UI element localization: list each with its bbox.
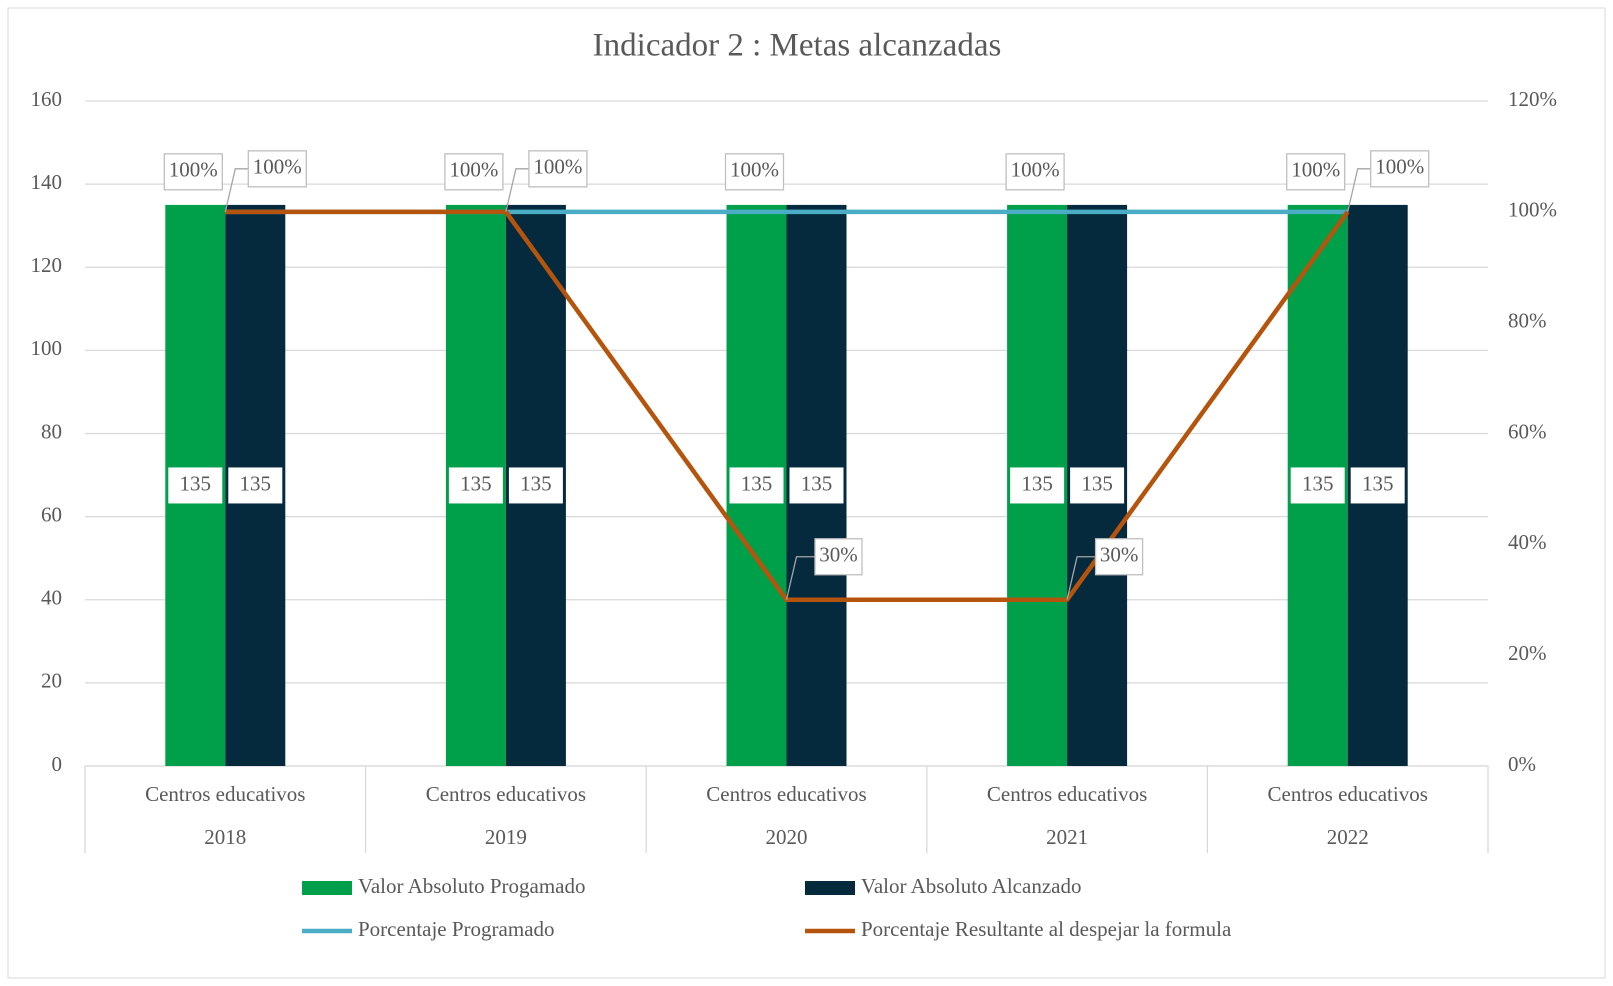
data-label-box	[1070, 467, 1125, 504]
data-label: 30%	[819, 543, 858, 567]
y2-tick-label: 100%	[1508, 198, 1557, 222]
data-label: 100%	[730, 158, 779, 182]
x-tick-label: Centros educativos	[706, 782, 866, 806]
x-tick-label: Centros educativos	[987, 782, 1147, 806]
legend-label: Valor Absoluto Progamado	[358, 874, 585, 898]
data-label-box	[247, 150, 307, 188]
y-tick-label: 40	[41, 586, 62, 610]
legend-swatch	[302, 881, 352, 895]
data-label-box	[163, 153, 223, 191]
x-group-label: 2020	[766, 825, 808, 849]
data-label: 135	[741, 471, 773, 495]
y-tick-label: 0	[52, 752, 63, 776]
legend-label: Porcentaje Programado	[358, 917, 555, 941]
data-label-box	[814, 538, 863, 576]
data-label-box	[1370, 150, 1430, 188]
data-label-box	[228, 467, 283, 504]
x-group-label: 2018	[204, 825, 246, 849]
y2-tick-label: 0%	[1508, 752, 1536, 776]
legend-label: Porcentaje Resultante al despejar la for…	[861, 917, 1232, 941]
data-label: 135	[1021, 471, 1053, 495]
y-tick-label: 20	[41, 669, 62, 693]
data-label-box	[729, 467, 784, 504]
legend-label: Valor Absoluto Alcanzado	[861, 874, 1081, 898]
x-group-label: 2022	[1327, 825, 1369, 849]
data-label-box	[1005, 153, 1065, 191]
leader-line	[224, 168, 249, 212]
y-tick-label: 140	[31, 170, 63, 194]
leader-line	[1066, 556, 1096, 600]
data-label: 135	[180, 471, 212, 495]
data-label: 135	[801, 471, 833, 495]
data-label: 135	[460, 471, 492, 495]
data-label: 30%	[1100, 543, 1139, 567]
data-label-box	[528, 150, 588, 188]
y-tick-label: 100	[31, 336, 63, 360]
data-label: 135	[520, 471, 552, 495]
data-label-box	[1286, 153, 1346, 191]
data-label-box	[1350, 467, 1405, 504]
leader-line	[785, 556, 815, 600]
chart-title: Indicador 2 : Metas alcanzadas	[593, 28, 1002, 64]
y2-tick-label: 120%	[1508, 87, 1557, 111]
x-tick-label: Centros educativos	[426, 782, 586, 806]
y-tick-label: 160	[31, 87, 63, 111]
y-tick-label: 80	[41, 419, 62, 443]
data-label: 100%	[533, 155, 582, 179]
legend-swatch	[805, 881, 855, 895]
leader-line	[1347, 168, 1371, 212]
data-label-box	[1290, 467, 1345, 504]
data-label: 135	[1362, 471, 1394, 495]
data-label-box	[724, 153, 785, 191]
y-tick-label: 120	[31, 253, 63, 277]
data-label: 100%	[1375, 155, 1424, 179]
data-label-box	[508, 467, 563, 504]
data-label: 100%	[449, 158, 498, 182]
data-label-box	[444, 153, 504, 191]
y2-tick-label: 60%	[1508, 419, 1547, 443]
leader-line	[505, 168, 529, 212]
data-label-box	[448, 467, 503, 504]
y2-tick-label: 80%	[1508, 308, 1547, 332]
y2-tick-label: 20%	[1508, 641, 1547, 665]
data-label: 100%	[253, 155, 302, 179]
data-label-box	[1010, 467, 1065, 504]
data-label-box	[789, 467, 844, 504]
data-label: 100%	[1291, 158, 1340, 182]
data-label: 135	[240, 471, 272, 495]
x-group-label: 2021	[1046, 825, 1088, 849]
data-label: 135	[1302, 471, 1334, 495]
data-label: 135	[1081, 471, 1113, 495]
data-label-box	[168, 467, 223, 504]
y-tick-label: 60	[41, 502, 62, 526]
data-label: 100%	[169, 158, 218, 182]
y2-tick-label: 40%	[1508, 530, 1547, 554]
x-group-label: 2019	[485, 825, 527, 849]
data-label-box	[1094, 538, 1144, 576]
x-tick-label: Centros educativos	[1268, 782, 1428, 806]
x-tick-label: Centros educativos	[145, 782, 305, 806]
data-label: 100%	[1011, 158, 1060, 182]
